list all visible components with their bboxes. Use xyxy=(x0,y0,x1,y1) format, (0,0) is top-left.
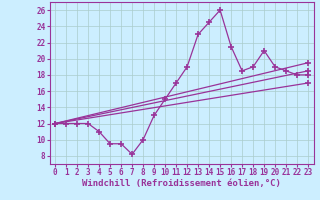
X-axis label: Windchill (Refroidissement éolien,°C): Windchill (Refroidissement éolien,°C) xyxy=(82,179,281,188)
